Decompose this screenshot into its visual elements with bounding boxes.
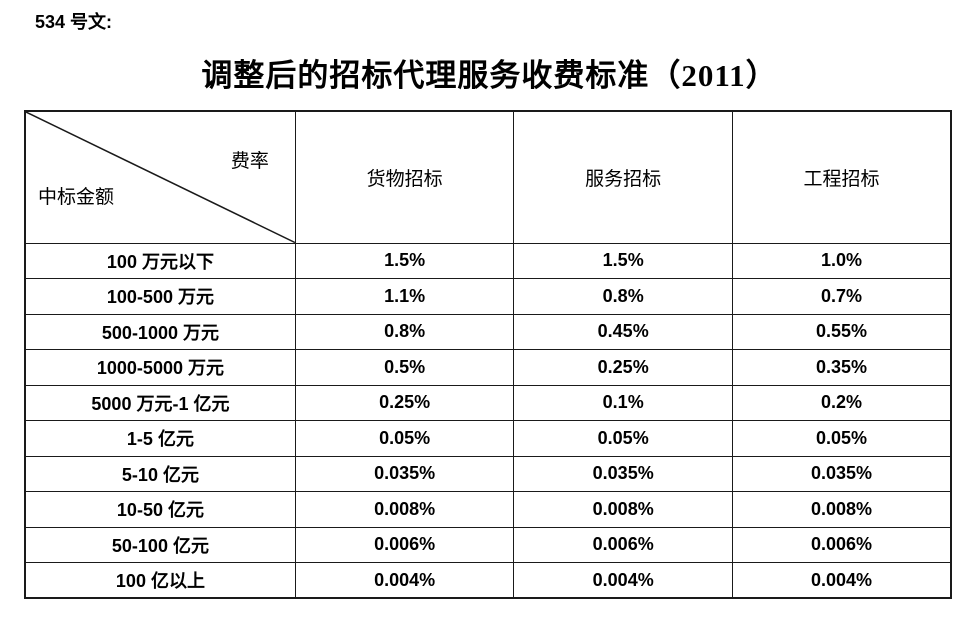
rate-cell: 0.35% — [731, 349, 952, 386]
rate-cell: 0.035% — [294, 455, 515, 492]
rate-cell: 0.2% — [731, 384, 952, 421]
column-header-engineering: 工程招标 — [731, 110, 952, 244]
table-row: 500-1000 万元 0.8% 0.45% 0.55% — [24, 313, 952, 350]
rate-cell: 0.035% — [731, 455, 952, 492]
amount-range-cell: 5000 万元-1 亿元 — [24, 384, 296, 421]
header-row: 费率 中标金额 货物招标 服务招标 工程招标 — [24, 110, 952, 244]
rate-cell: 0.004% — [513, 562, 733, 599]
table-row: 10-50 亿元 0.008% 0.008% 0.008% — [24, 491, 952, 528]
table-row: 50-100 亿元 0.006% 0.006% 0.006% — [24, 526, 952, 563]
rate-cell: 0.008% — [513, 491, 733, 528]
corner-label-fee-rate: 费率 — [230, 151, 269, 172]
table-body: 100 万元以下 1.5% 1.5% 1.0% 100-500 万元 1.1% … — [24, 242, 952, 599]
rate-cell: 0.004% — [731, 562, 952, 599]
table-row: 100 亿以上 0.004% 0.004% 0.004% — [24, 562, 952, 599]
diagonal-divider-line — [26, 112, 295, 243]
rate-cell: 1.0% — [731, 242, 952, 279]
fee-rate-table: 费率 中标金额 货物招标 服务招标 工程招标 100 万元以下 1.5% 1.5… — [24, 110, 952, 599]
amount-range-cell: 1000-5000 万元 — [24, 349, 296, 386]
rate-cell: 0.05% — [513, 420, 733, 457]
column-header-goods: 货物招标 — [294, 110, 515, 244]
amount-range-cell: 100-500 万元 — [24, 278, 296, 315]
amount-range-cell: 100 万元以下 — [24, 242, 296, 279]
rate-cell: 0.25% — [294, 384, 515, 421]
table-row: 1-5 亿元 0.05% 0.05% 0.05% — [24, 420, 952, 457]
page-title: 调整后的招标代理服务收费标准（2011） — [201, 58, 778, 93]
amount-range-cell: 500-1000 万元 — [24, 313, 296, 350]
rate-cell: 0.55% — [731, 313, 952, 350]
rate-cell: 0.05% — [731, 420, 952, 457]
rate-cell: 0.45% — [513, 313, 733, 350]
rate-cell: 0.006% — [731, 526, 952, 563]
rate-cell: 0.035% — [513, 455, 733, 492]
rate-cell: 1.1% — [294, 278, 515, 315]
rate-cell: 0.25% — [513, 349, 733, 386]
rate-cell: 0.5% — [294, 349, 515, 386]
amount-range-cell: 50-100 亿元 — [24, 526, 296, 563]
amount-range-cell: 100 亿以上 — [24, 562, 296, 599]
table-row: 100 万元以下 1.5% 1.5% 1.0% — [24, 242, 952, 279]
table-row: 5000 万元-1 亿元 0.25% 0.1% 0.2% — [24, 384, 952, 421]
table-row: 1000-5000 万元 0.5% 0.25% 0.35% — [24, 349, 952, 386]
rate-cell: 0.8% — [513, 278, 733, 315]
table-row: 100-500 万元 1.1% 0.8% 0.7% — [24, 278, 952, 315]
doc-number: 534 号文: — [35, 12, 113, 32]
rate-cell: 1.5% — [513, 242, 733, 279]
rate-cell: 1.5% — [294, 242, 515, 279]
rate-cell: 0.1% — [513, 384, 733, 421]
table-header: 费率 中标金额 货物招标 服务招标 工程招标 — [24, 110, 952, 244]
rate-cell: 0.006% — [294, 526, 515, 563]
rate-cell: 0.008% — [294, 491, 515, 528]
table-row: 5-10 亿元 0.035% 0.035% 0.035% — [24, 455, 952, 492]
amount-range-cell: 10-50 亿元 — [24, 491, 296, 528]
rate-cell: 0.05% — [294, 420, 515, 457]
corner-label-bid-amount: 中标金额 — [38, 187, 115, 208]
rate-cell: 0.004% — [294, 562, 515, 599]
amount-range-cell: 1-5 亿元 — [24, 420, 296, 457]
rate-cell: 0.006% — [513, 526, 733, 563]
corner-cell: 费率 中标金额 — [24, 110, 296, 244]
column-header-services: 服务招标 — [513, 110, 733, 244]
rate-cell: 0.8% — [294, 313, 515, 350]
rate-cell: 0.008% — [731, 491, 952, 528]
rate-cell: 0.7% — [731, 278, 952, 315]
amount-range-cell: 5-10 亿元 — [24, 455, 296, 492]
